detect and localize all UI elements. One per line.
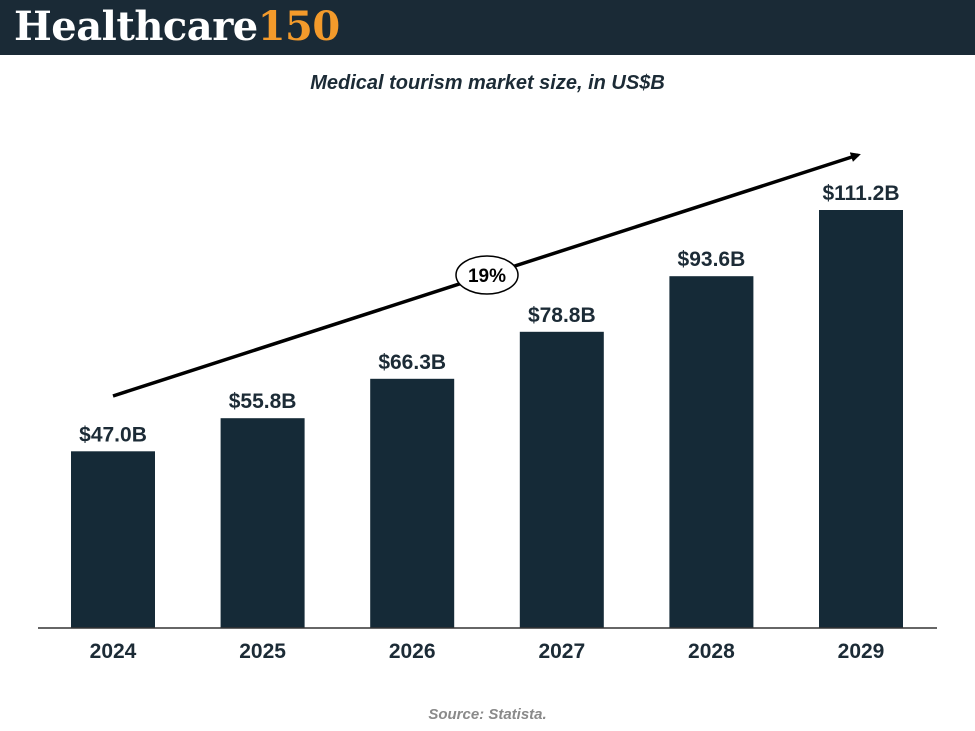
x-tick-label-2024: 2024	[90, 640, 137, 663]
header-bar: Healthcare150	[0, 0, 975, 55]
chart-title: Medical tourism market size, in US$B	[310, 72, 665, 94]
data-label-2026: $66.3B	[378, 351, 446, 374]
bars	[71, 210, 903, 628]
logo-text-accent: 150	[257, 3, 341, 50]
data-label-2027: $78.8B	[528, 304, 596, 327]
bar-2024	[71, 451, 155, 628]
x-tick-label-2026: 2026	[389, 640, 436, 663]
x-tick-label-2025: 2025	[239, 640, 286, 663]
x-tick-label-2029: 2029	[838, 640, 885, 663]
growth-badge-label: 19%	[468, 266, 506, 287]
growth-badge	[455, 255, 519, 295]
bar-2025	[220, 418, 305, 628]
bar-2029	[819, 210, 903, 628]
trend-arrow: 19%	[112, 152, 861, 398]
data-label-2024: $47.0B	[79, 423, 147, 446]
data-label-2025: $55.8B	[229, 390, 297, 413]
brand-logo: Healthcare150	[14, 2, 340, 52]
data-label-2028: $93.6B	[678, 248, 746, 271]
data-label-2029: $111.2B	[822, 182, 899, 205]
logo-text-main: Healthcare	[14, 3, 258, 50]
bar-2028	[669, 276, 754, 628]
data-labels: $47.0B $55.8B $66.3B $78.8B $93.6B $111.2B	[79, 182, 899, 446]
x-tick-label-2027: 2027	[538, 640, 585, 663]
source-note: Source: Statista.	[428, 706, 547, 723]
bar-2026	[370, 378, 455, 628]
bar-2027	[519, 331, 604, 628]
x-tick-label-2028: 2028	[688, 640, 735, 663]
x-tick-labels: 2024 2025 2026 2027 2028 2029	[90, 640, 885, 663]
